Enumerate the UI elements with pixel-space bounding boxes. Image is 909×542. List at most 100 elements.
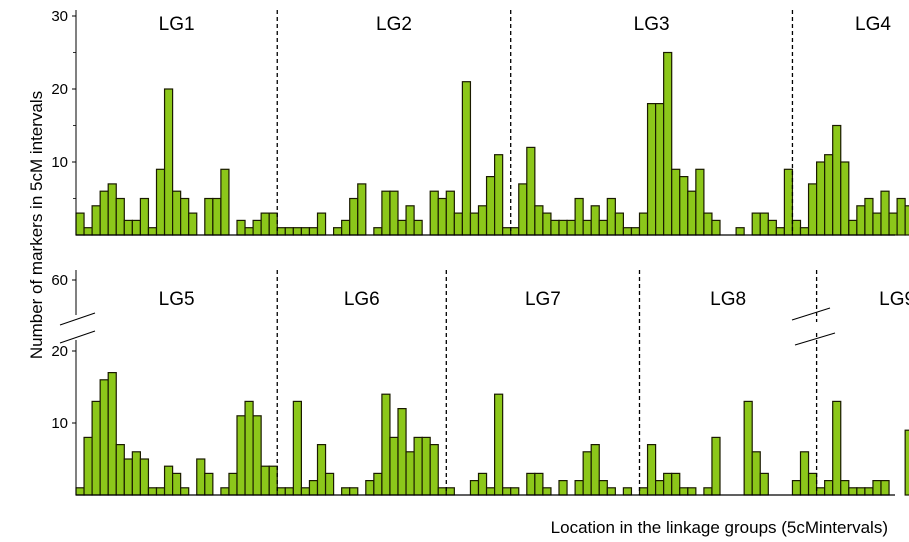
bar-lg3-12 xyxy=(607,199,615,236)
bar-lg1-9 xyxy=(148,228,156,235)
y-tick-label: 60 xyxy=(51,272,68,289)
bar-lg6-6 xyxy=(326,473,334,495)
bar-lg4-10 xyxy=(873,213,881,235)
bar-lg6-18 xyxy=(422,437,430,495)
bar-lg3-19 xyxy=(664,53,672,236)
bar-lg2-26 xyxy=(487,177,495,235)
bar-lg7-0 xyxy=(446,488,454,495)
bar-lg2-25 xyxy=(479,206,487,235)
bar-lg7-6 xyxy=(495,394,503,495)
bar-lg5-3 xyxy=(100,380,108,495)
bar-lg1-8 xyxy=(140,199,148,236)
x-axis-title: Location in the linkage groups (5cMinter… xyxy=(551,518,888,537)
bar-lg9-0 xyxy=(817,488,825,495)
bar-lg6-4 xyxy=(309,481,317,495)
bar-lg3-32 xyxy=(768,220,776,235)
bar-lg6-5 xyxy=(318,445,326,495)
bar-lg2-24 xyxy=(470,213,478,235)
bar-lg3-14 xyxy=(623,228,631,235)
bar-lg6-8 xyxy=(342,488,350,495)
bar-lg7-19 xyxy=(599,481,607,495)
bar-lg2-3 xyxy=(301,228,309,235)
bar-lg5-12 xyxy=(173,473,181,495)
bar-lg4-6 xyxy=(841,162,849,235)
bar-lg3-34 xyxy=(784,169,792,235)
bar-lg7-20 xyxy=(607,488,615,495)
bar-lg5-22 xyxy=(253,416,261,495)
bar-lg1-22 xyxy=(253,220,261,235)
bar-lg6-1 xyxy=(285,488,293,495)
bar-lg1-21 xyxy=(245,228,253,235)
bar-lg1-14 xyxy=(189,213,197,235)
bar-lg9-11 xyxy=(905,430,909,495)
bar-lg7-14 xyxy=(559,481,567,495)
bar-lg3-13 xyxy=(615,213,623,235)
bar-lg3-31 xyxy=(760,213,768,235)
y-tick-label: 30 xyxy=(51,8,68,25)
bar-lg3-11 xyxy=(599,220,607,235)
bar-lg3-3 xyxy=(535,206,543,235)
bar-lg1-0 xyxy=(76,213,84,235)
bar-lg3-2 xyxy=(527,147,535,235)
bar-lg4-14 xyxy=(905,206,909,235)
group-label-lg6: LG6 xyxy=(344,289,380,310)
bar-lg2-4 xyxy=(309,228,317,235)
bar-lg1-7 xyxy=(132,220,140,235)
bar-lg6-14 xyxy=(390,437,398,495)
bar-lg1-20 xyxy=(237,220,245,235)
bar-lg3-9 xyxy=(583,220,591,235)
bar-lg5-2 xyxy=(92,401,100,495)
bar-lg5-0 xyxy=(76,488,84,495)
bar-lg3-24 xyxy=(704,213,712,235)
bar-lg2-28 xyxy=(503,228,511,235)
bar-lg5-11 xyxy=(165,466,173,495)
bar-lg7-4 xyxy=(479,473,487,495)
bar-lg8-4 xyxy=(672,473,680,495)
bar-lg1-23 xyxy=(261,213,269,235)
bar-lg7-10 xyxy=(527,473,535,495)
bar-lg6-9 xyxy=(350,488,358,495)
y-tick-label: 10 xyxy=(51,415,68,432)
bar-lg8-0 xyxy=(640,488,648,495)
bar-lg1-24 xyxy=(269,213,277,235)
bar-lg2-8 xyxy=(342,220,350,235)
bar-lg4-5 xyxy=(833,126,841,236)
group-label-lg2: LG2 xyxy=(376,14,412,35)
bar-lg3-21 xyxy=(680,177,688,235)
bar-lg3-16 xyxy=(640,213,648,235)
bar-lg6-20 xyxy=(438,488,446,495)
bar-lg8-9 xyxy=(712,437,720,495)
bar-break-mark xyxy=(792,308,830,320)
bar-lg2-7 xyxy=(334,228,342,235)
bar-lg4-2 xyxy=(809,184,817,235)
bar-lg1-5 xyxy=(116,199,124,236)
bar-lg4-4 xyxy=(825,155,833,235)
bar-lg8-5 xyxy=(680,488,688,495)
bar-lg2-12 xyxy=(374,228,382,235)
bar-lg7-12 xyxy=(543,488,551,495)
bar-lg5-19 xyxy=(229,473,237,495)
bar-lg6-0 xyxy=(277,488,285,495)
bar-lg8-14 xyxy=(752,452,760,495)
bar-lg4-3 xyxy=(817,162,825,235)
bar-lg5-4 xyxy=(108,373,116,495)
bar-lg3-8 xyxy=(575,199,583,236)
bar-lg7-18 xyxy=(591,445,599,495)
bar-lg3-17 xyxy=(648,104,656,235)
bar-lg5-18 xyxy=(221,488,229,495)
y-tick-label: 20 xyxy=(51,343,68,360)
bar-lg9-3 xyxy=(841,481,849,495)
bar-lg2-20 xyxy=(438,199,446,236)
bar-lg8-3 xyxy=(664,473,672,495)
bottom-panel: LG5 LG6 LG7 LG8 LG9 10 20 60 xyxy=(51,270,909,495)
bar-lg4-8 xyxy=(857,206,865,235)
bar-lg2-13 xyxy=(382,191,390,235)
bar-lg1-2 xyxy=(92,206,100,235)
bar-lg1-18 xyxy=(221,169,229,235)
bar-lg2-17 xyxy=(414,220,422,235)
group-label-lg5: LG5 xyxy=(159,289,195,310)
bar-lg9-5 xyxy=(857,488,865,495)
bar-lg1-17 xyxy=(213,199,221,236)
bar-lg2-9 xyxy=(350,199,358,236)
group-label-lg1: LG1 xyxy=(159,14,195,35)
